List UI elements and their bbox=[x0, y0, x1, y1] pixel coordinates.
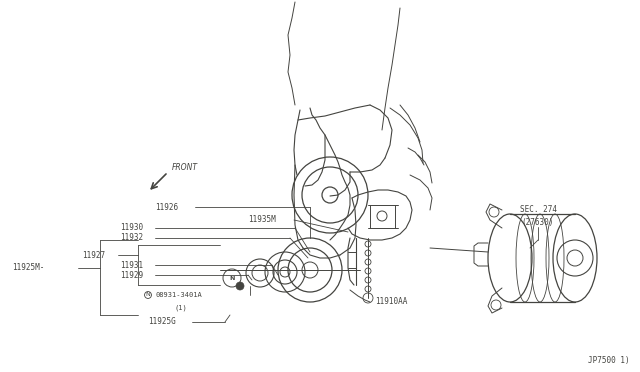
Text: (1): (1) bbox=[175, 305, 188, 311]
Text: 11926: 11926 bbox=[155, 202, 178, 212]
Circle shape bbox=[236, 282, 244, 290]
Text: (27630): (27630) bbox=[522, 218, 554, 227]
Text: N: N bbox=[146, 292, 150, 298]
Text: 11931: 11931 bbox=[120, 260, 143, 269]
Text: 11925G: 11925G bbox=[148, 317, 176, 327]
Text: JP7500 1): JP7500 1) bbox=[588, 356, 630, 365]
Text: FRONT: FRONT bbox=[172, 164, 198, 173]
Text: 11932: 11932 bbox=[120, 234, 143, 243]
Text: 11925M-: 11925M- bbox=[12, 263, 44, 273]
Text: 11930: 11930 bbox=[120, 224, 143, 232]
Text: 11927: 11927 bbox=[82, 250, 105, 260]
Text: SEC. 274: SEC. 274 bbox=[520, 205, 557, 215]
Text: 11929: 11929 bbox=[120, 270, 143, 279]
Text: 11910AA: 11910AA bbox=[375, 298, 408, 307]
Text: N: N bbox=[229, 276, 235, 280]
Text: 11935M: 11935M bbox=[248, 215, 276, 224]
Text: 08931-3401A: 08931-3401A bbox=[155, 292, 202, 298]
